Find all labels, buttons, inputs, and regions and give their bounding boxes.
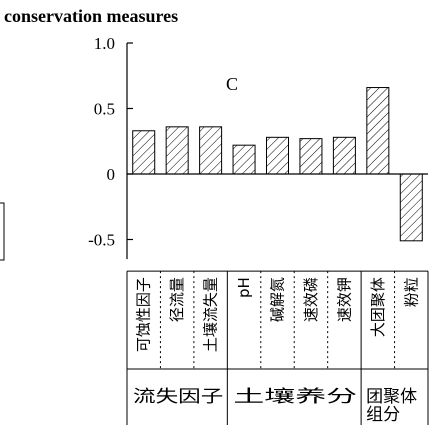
category-label: 速效磷: [302, 277, 320, 322]
bar: [232, 144, 256, 175]
bar: [399, 173, 423, 242]
y-tick-label: 0: [107, 165, 116, 184]
category-label: 粉粒: [402, 277, 420, 307]
group-labels: 流失因子 土壤养分 团聚体组分: [133, 271, 417, 425]
y-tick-label: 1.0: [94, 34, 115, 53]
bar: [199, 126, 223, 175]
bar: [299, 138, 323, 175]
group-label: 土壤养分: [233, 386, 357, 407]
group-label: 流失因子: [133, 387, 223, 407]
side-frame-fragment: [0, 202, 5, 261]
group-label: 团聚体组分: [366, 387, 417, 425]
bar: [266, 136, 289, 175]
bars: [132, 87, 423, 242]
chart-title: conservation measures: [4, 6, 178, 26]
bar: [165, 126, 189, 175]
category-label: 速效钾: [335, 277, 353, 322]
category-label: 大团聚体: [369, 277, 387, 337]
y-tick-label: 0.5: [94, 100, 115, 119]
category-label: 土壤流失量: [202, 277, 220, 352]
category-label: pH: [235, 277, 253, 298]
category-labels: 可蚀性因子 径流量 土壤流失量 pH 碱解氮 速效磷 速效钾 大团聚体 粉粒: [126, 270, 429, 425]
category-label: 可蚀性因子: [135, 277, 153, 352]
category-label: 径流量: [168, 277, 186, 322]
panel-label: C: [226, 74, 238, 94]
bar: [132, 130, 156, 175]
bar: [366, 87, 390, 175]
bar: [332, 136, 356, 175]
category-label: 碱解氮: [269, 277, 287, 322]
y-tick-label: -0.5: [88, 231, 115, 250]
